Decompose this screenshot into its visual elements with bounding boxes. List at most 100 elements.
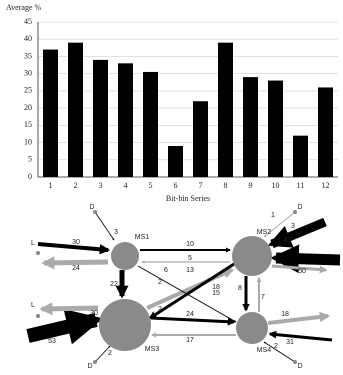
- edge-label: 8: [238, 285, 242, 292]
- edge-label: 2: [274, 343, 278, 350]
- bar: [268, 80, 283, 177]
- x-tick-label: 10: [272, 181, 280, 190]
- endpoint-label: D: [87, 363, 92, 370]
- endpoint-dot: [36, 314, 40, 318]
- x-tick-label: 3: [99, 181, 103, 190]
- endpoint-label: D: [89, 204, 94, 211]
- y-tick-label: 5: [28, 155, 32, 164]
- bar: [193, 101, 208, 177]
- endpoint-label: D: [297, 363, 302, 370]
- arrow: [41, 256, 109, 270]
- bar: [118, 63, 133, 178]
- bar: [293, 135, 308, 177]
- node: [236, 312, 268, 344]
- y-tick-label: 25: [24, 86, 32, 95]
- node: [99, 299, 151, 351]
- bar: [43, 49, 58, 177]
- arrow: [37, 242, 111, 255]
- arrow: [94, 211, 115, 241]
- endpoint-dot: [293, 360, 297, 364]
- x-axis-title: Bit-bin Series: [166, 194, 210, 203]
- node: [111, 242, 139, 270]
- x-tick-label: 12: [322, 181, 330, 190]
- bar: [68, 42, 83, 177]
- node-label: MS4: [257, 347, 272, 354]
- edge-label: 2: [158, 306, 162, 313]
- edge-label: 43: [283, 237, 291, 244]
- edge-label: 2: [108, 350, 112, 357]
- endpoint-label: L: [31, 302, 35, 309]
- x-tick-label: 9: [249, 181, 253, 190]
- y-axis-title: Average %: [6, 3, 42, 12]
- edge-label: 17: [186, 337, 194, 344]
- arrow: [267, 217, 327, 249]
- edge-label: 30: [72, 239, 80, 246]
- edge-label: 22: [110, 281, 118, 288]
- y-tick-label: 15: [24, 120, 32, 129]
- x-tick-label: 4: [124, 181, 128, 190]
- y-tick-label: 10: [24, 137, 32, 146]
- bar: [218, 42, 233, 177]
- edge-label: 30: [90, 310, 98, 317]
- edge-label: 3: [291, 223, 295, 230]
- endpoint-dot: [93, 360, 97, 364]
- arrow: [263, 341, 296, 363]
- y-tick-label: 35: [24, 51, 32, 60]
- edge-label: 53: [48, 338, 56, 345]
- arrows: [26, 211, 341, 363]
- bar: [168, 146, 183, 177]
- edge-label: 5: [188, 255, 192, 262]
- edge-label: 24: [186, 311, 194, 318]
- edge-label: 10: [186, 241, 194, 248]
- edge-label: 13: [186, 267, 194, 274]
- arrow: [26, 308, 104, 345]
- x-tick-label: 2: [74, 181, 78, 190]
- y-tick-label: 30: [24, 68, 32, 77]
- edge-label: 24: [72, 265, 80, 272]
- edge-label: 2: [158, 279, 162, 286]
- arrow: [270, 244, 341, 274]
- arrow: [150, 316, 236, 326]
- node-label: MS1: [135, 234, 150, 241]
- arrow: [271, 264, 328, 274]
- endpoint-dot: [93, 210, 97, 214]
- node: [232, 236, 272, 276]
- edge-label: 15: [212, 290, 220, 297]
- edge-label: 7: [261, 294, 265, 301]
- bar: [243, 77, 258, 177]
- x-tick-label: 5: [149, 181, 153, 190]
- endpoint-label: D: [297, 204, 302, 211]
- bar: [143, 71, 158, 177]
- edge-label: 31: [286, 339, 294, 346]
- edge-label: 50: [298, 268, 306, 275]
- arrow: [146, 268, 234, 310]
- arrow: [94, 345, 111, 363]
- arrow: [39, 302, 99, 316]
- y-tick-label: 0: [28, 172, 32, 181]
- arrow: [268, 330, 333, 342]
- node-label: MS2: [257, 229, 272, 236]
- endpoint-label: L: [31, 240, 35, 247]
- node-label: MS3: [145, 346, 160, 353]
- edge-label: 18: [212, 284, 220, 291]
- arrow: [148, 262, 235, 320]
- arrow: [267, 311, 331, 325]
- x-tick-label: 1: [49, 181, 53, 190]
- endpoint-dot: [36, 251, 40, 255]
- arrow: [137, 265, 237, 323]
- bar: [318, 87, 333, 177]
- y-tick-label: 20: [24, 103, 32, 112]
- x-tick-label: 6: [174, 181, 178, 190]
- y-tick-label: 40: [24, 34, 32, 43]
- x-tick-label: 11: [297, 181, 305, 190]
- edge-label: 18: [281, 311, 289, 318]
- edge-label: 1: [271, 212, 275, 219]
- endpoint-dots: [36, 210, 297, 364]
- x-tick-label: 7: [199, 181, 203, 190]
- x-tick-label: 8: [224, 181, 228, 190]
- arrow: [263, 211, 296, 238]
- bar: [93, 59, 108, 178]
